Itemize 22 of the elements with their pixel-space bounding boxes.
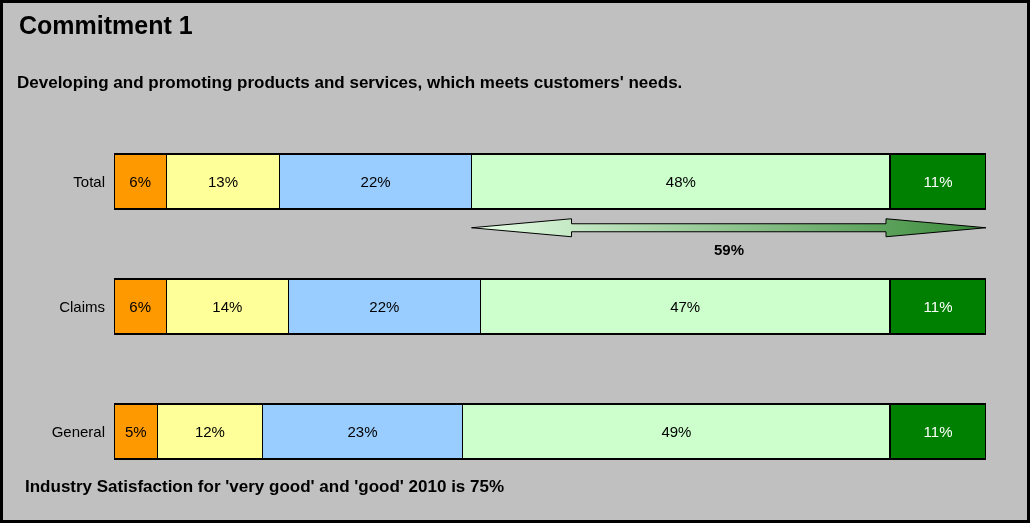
data-label: 22%	[369, 298, 400, 315]
annotation: 59%	[714, 241, 745, 258]
data-label: 47%	[670, 298, 701, 315]
data-label: 13%	[207, 173, 239, 190]
chart-title: Commitment 1	[19, 11, 193, 40]
data-label: 6%	[129, 298, 151, 315]
data-label: 6%	[129, 173, 151, 190]
data-label: 48%	[665, 173, 696, 190]
annotation: Industry Satisfaction for 'very good' and 'good' 2010 is 75%	[25, 477, 505, 497]
data-label: 23%	[347, 423, 378, 440]
chart-subtitle: Developing and promoting products and services, which meets customers' needs.	[17, 73, 683, 93]
data-label: 5%	[124, 423, 147, 440]
data-label: 22%	[360, 173, 391, 190]
data-label: 14%	[212, 298, 243, 315]
data-label: 12%	[194, 423, 225, 440]
data-label: 11%	[923, 298, 953, 315]
y-tick-label: Claims	[59, 297, 105, 315]
y-tick-label: Total	[73, 172, 105, 190]
data-label: 49%	[661, 423, 692, 440]
data-label: 11%	[923, 173, 953, 190]
data-label: 11%	[923, 423, 953, 440]
y-tick-label: General	[51, 422, 105, 440]
